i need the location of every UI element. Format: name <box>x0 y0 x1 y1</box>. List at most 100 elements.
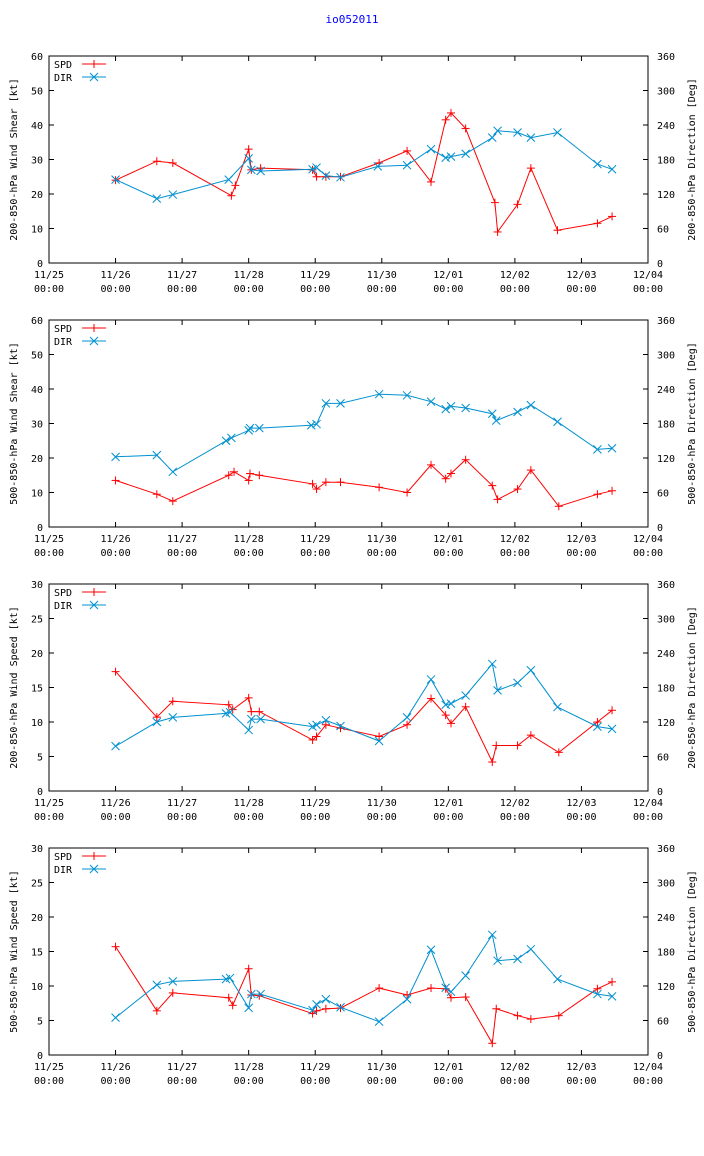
data-point-dir <box>487 930 497 940</box>
x-tick-label-time: 00:00 <box>234 284 264 295</box>
data-point-dir <box>493 686 502 695</box>
data-point-dir <box>441 983 451 993</box>
data-point-dir <box>441 153 451 163</box>
data-point-dir <box>168 713 178 722</box>
data-point-spd <box>255 707 264 716</box>
y2-tick-label: 360 <box>657 580 675 591</box>
x-tick-label-time: 00:00 <box>433 1076 463 1087</box>
y2-tick-label: 180 <box>657 948 675 959</box>
x-tick-label-time: 00:00 <box>367 548 397 559</box>
x-tick-label-date: 12/02 <box>500 270 530 281</box>
x-tick-label-date: 11/28 <box>234 798 264 809</box>
legend-marker-dir <box>89 864 99 874</box>
data-point-dir <box>244 1003 254 1013</box>
data-point-dir <box>168 467 178 477</box>
legend-marker-spd <box>90 60 98 68</box>
x-tick-label-date: 11/28 <box>234 270 264 281</box>
x-tick-label-time: 00:00 <box>167 1076 197 1087</box>
x-tick-label-date: 12/01 <box>433 270 463 281</box>
y-tick-label: 30 <box>31 844 43 855</box>
data-point-dir <box>152 194 162 203</box>
data-point-dir <box>246 989 256 999</box>
y2-tick-label: 0 <box>657 1051 663 1062</box>
data-point-spd <box>321 720 330 729</box>
y-tick-label: 25 <box>31 879 43 890</box>
data-point-spd <box>488 481 497 490</box>
data-point-spd <box>593 219 602 228</box>
data-point-dir <box>426 675 436 684</box>
data-point-spd <box>526 1015 535 1024</box>
data-point-dir <box>321 171 331 180</box>
x-tick-label-date: 11/25 <box>34 270 64 281</box>
y2-tick-label: 240 <box>657 913 675 924</box>
data-point-dir <box>513 128 522 137</box>
y2-tick-label: 60 <box>657 225 669 236</box>
data-point-dir <box>244 153 254 163</box>
data-point-spd <box>403 146 412 155</box>
data-point-spd <box>441 474 450 483</box>
x-tick-label-date: 12/04 <box>633 1062 663 1073</box>
x-tick-label-time: 00:00 <box>300 812 330 823</box>
data-point-dir <box>441 404 451 414</box>
y2-tick-label: 0 <box>657 523 663 534</box>
data-point-dir <box>607 443 617 453</box>
y-axis-label: 500-850-hPa Wind Speed [kt] <box>9 870 20 1033</box>
data-point-dir <box>446 152 456 161</box>
y-tick-label: 0 <box>37 523 43 534</box>
x-tick-label-time: 00:00 <box>234 1076 264 1087</box>
legend-marker-spd <box>90 324 98 332</box>
y-tick-label: 40 <box>31 385 43 396</box>
y-tick-label: 50 <box>31 87 43 98</box>
x-tick-label-date: 12/02 <box>500 534 530 545</box>
chart-panel-4: 05101520253006012018024030036011/2500:00… <box>9 844 698 1087</box>
x-tick-label-date: 12/03 <box>566 1062 596 1073</box>
data-point-dir <box>254 423 264 433</box>
y-axis-label: 500-850-hPa Wind Shear [kt] <box>9 342 20 505</box>
data-point-spd <box>608 486 617 495</box>
data-point-dir <box>607 164 617 174</box>
data-point-spd <box>111 476 120 485</box>
data-point-spd <box>403 720 412 729</box>
data-point-dir <box>373 162 383 171</box>
data-point-spd <box>593 718 602 726</box>
x-tick-label-date: 11/28 <box>234 534 264 545</box>
data-point-spd <box>461 455 470 464</box>
x-tick-label-time: 00:00 <box>101 284 131 295</box>
data-point-dir <box>111 741 120 751</box>
plot-frame <box>48 847 649 1056</box>
data-point-spd <box>312 172 321 181</box>
data-point-spd <box>227 191 236 200</box>
data-point-dir <box>526 400 536 410</box>
data-point-dir <box>152 980 162 990</box>
y2-tick-label: 240 <box>657 121 675 132</box>
y2-tick-label: 120 <box>657 718 675 729</box>
data-point-dir <box>321 994 331 1004</box>
y-tick-label: 60 <box>31 52 43 63</box>
data-point-dir <box>152 717 162 727</box>
data-point-dir <box>321 399 331 408</box>
x-tick-label-date: 11/25 <box>34 1062 64 1073</box>
x-tick-label-time: 00:00 <box>433 812 463 823</box>
data-point-spd <box>513 485 522 494</box>
data-point-dir <box>593 159 602 169</box>
data-point-spd <box>488 758 497 767</box>
x-tick-label-date: 12/04 <box>633 534 663 545</box>
x-tick-label-time: 00:00 <box>34 812 64 823</box>
data-point-dir <box>593 445 602 454</box>
data-point-spd <box>244 693 253 702</box>
data-point-dir <box>321 715 331 725</box>
data-point-spd <box>513 1011 522 1020</box>
x-tick-label-time: 00:00 <box>367 812 397 823</box>
data-point-spd <box>526 164 535 173</box>
data-point-dir <box>336 721 345 731</box>
x-tick-label-time: 00:00 <box>633 548 663 559</box>
y2-tick-label: 300 <box>657 879 675 890</box>
y-tick-label: 40 <box>31 121 43 132</box>
data-point-dir <box>246 714 256 724</box>
data-point-spd <box>375 984 384 993</box>
x-tick-label-date: 11/29 <box>300 798 330 809</box>
data-point-spd <box>224 700 233 709</box>
y2-tick-label: 120 <box>657 454 675 465</box>
x-tick-label-date: 12/03 <box>566 798 596 809</box>
y2-tick-label: 120 <box>657 190 675 201</box>
